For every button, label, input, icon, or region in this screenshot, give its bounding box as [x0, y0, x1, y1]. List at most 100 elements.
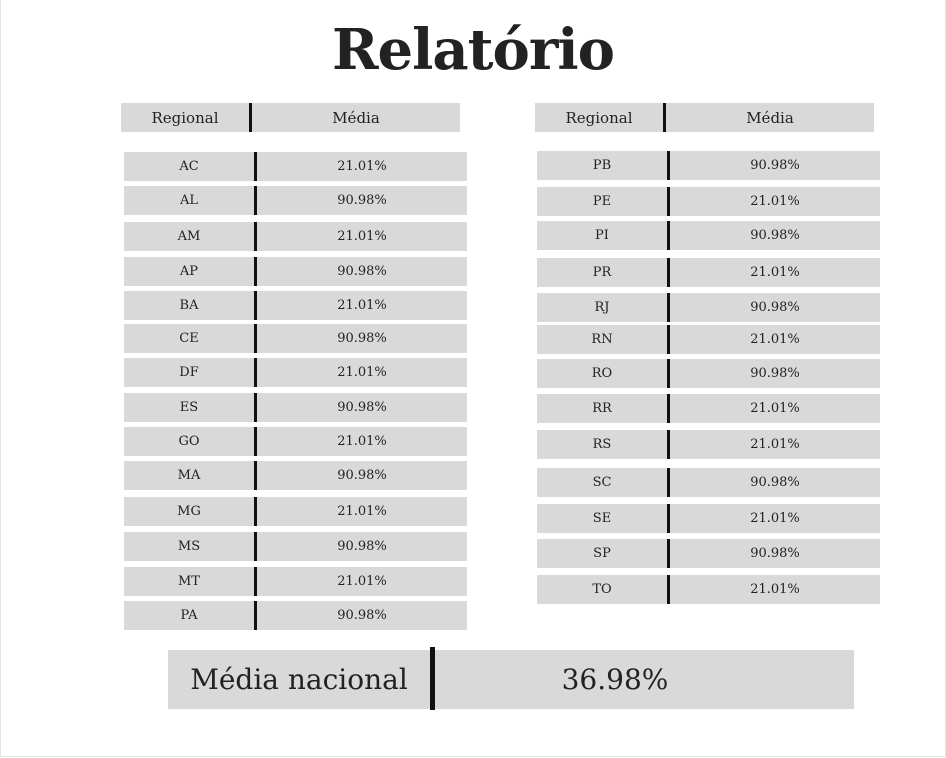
column-divider: [254, 393, 257, 422]
regional-cell: CE: [179, 331, 199, 346]
regional-cell: RR: [592, 401, 612, 416]
left-table-row: MT 21.01%: [124, 567, 467, 596]
right-table-row: TO 21.01%: [537, 575, 880, 604]
left-table-row: MA 90.98%: [124, 461, 467, 490]
left-header-media: Média: [332, 108, 380, 127]
media-cell: 90.98%: [750, 475, 800, 490]
regional-cell: PB: [592, 158, 612, 173]
column-divider: [667, 430, 670, 459]
media-cell: 21.01%: [337, 159, 387, 174]
media-cell: 21.01%: [337, 365, 387, 380]
media-cell: 90.98%: [750, 158, 800, 173]
left-table-row: AC 21.01%: [124, 152, 467, 181]
regional-cell: AL: [179, 193, 199, 208]
column-divider: [667, 504, 670, 533]
column-divider: [667, 468, 670, 497]
regional-cell: PR: [592, 265, 612, 280]
regional-cell: MA: [177, 468, 201, 483]
left-table-row: MG 21.01%: [124, 497, 467, 526]
regional-cell: RN: [591, 332, 613, 347]
media-cell: 90.98%: [337, 400, 387, 415]
regional-cell: RO: [591, 366, 613, 381]
regional-cell: SE: [592, 511, 612, 526]
regional-cell: RJ: [594, 300, 610, 315]
right-table-row: SP 90.98%: [537, 539, 880, 568]
column-divider: [667, 151, 670, 180]
national-average-bar: Média nacional 36.98%: [168, 647, 854, 710]
regional-cell: GO: [178, 434, 200, 449]
right-table-row: PB 90.98%: [537, 151, 880, 180]
national-average-label: Média nacional: [190, 663, 408, 696]
media-cell: 21.01%: [750, 265, 800, 280]
regional-cell: MG: [177, 504, 201, 519]
column-divider: [254, 567, 257, 596]
left-table-row: AL 90.98%: [124, 186, 467, 215]
regional-cell: PI: [595, 228, 609, 243]
column-divider: [667, 258, 670, 287]
media-cell: 90.98%: [750, 300, 800, 315]
column-divider: [254, 601, 257, 630]
right-table-row: SE 21.01%: [537, 504, 880, 533]
regional-cell: MS: [177, 539, 201, 554]
column-divider: [254, 186, 257, 215]
column-divider: [254, 427, 257, 456]
left-table-row: AP 90.98%: [124, 257, 467, 286]
column-divider: [667, 575, 670, 604]
right-table-row: PE 21.01%: [537, 187, 880, 216]
left-table-row: BA 21.01%: [124, 291, 467, 320]
national-average-value: 36.98%: [561, 663, 669, 696]
regional-cell: RS: [592, 437, 612, 452]
right-table-row: RN 21.01%: [537, 325, 880, 354]
media-cell: 90.98%: [337, 264, 387, 279]
column-divider: [430, 647, 435, 710]
regional-cell: ES: [179, 400, 199, 415]
column-divider: [254, 257, 257, 286]
media-cell: 90.98%: [750, 546, 800, 561]
media-cell: 90.98%: [337, 331, 387, 346]
left-table-header: Regional Média: [121, 103, 460, 132]
column-divider: [254, 532, 257, 561]
page-title: Relatório: [331, 17, 615, 83]
column-divider: [667, 221, 670, 250]
column-divider: [254, 358, 257, 387]
regional-cell: MT: [178, 574, 200, 589]
left-table-row: AM 21.01%: [124, 222, 467, 251]
media-cell: 90.98%: [337, 539, 387, 554]
media-cell: 21.01%: [750, 194, 800, 209]
left-table-row: MS 90.98%: [124, 532, 467, 561]
column-divider: [663, 103, 666, 132]
regional-cell: PA: [180, 608, 198, 623]
right-table-row: PI 90.98%: [537, 221, 880, 250]
regional-cell: SC: [592, 475, 612, 490]
column-divider: [254, 497, 257, 526]
right-table-row: PR 21.01%: [537, 258, 880, 287]
media-cell: 90.98%: [337, 468, 387, 483]
media-cell: 90.98%: [750, 228, 800, 243]
regional-cell: TO: [592, 582, 612, 597]
left-table-row: ES 90.98%: [124, 393, 467, 422]
column-divider: [254, 291, 257, 320]
regional-cell: PE: [592, 194, 612, 209]
media-cell: 21.01%: [750, 582, 800, 597]
media-cell: 90.98%: [337, 608, 387, 623]
column-divider: [254, 222, 257, 251]
media-cell: 21.01%: [750, 437, 800, 452]
right-table-header: Regional Média: [535, 103, 874, 132]
column-divider: [254, 461, 257, 490]
column-divider: [667, 394, 670, 423]
right-header-media: Média: [746, 108, 794, 127]
media-cell: 21.01%: [337, 229, 387, 244]
media-cell: 21.01%: [337, 504, 387, 519]
column-divider: [249, 103, 252, 132]
left-table-row: DF 21.01%: [124, 358, 467, 387]
column-divider: [667, 187, 670, 216]
media-cell: 21.01%: [337, 574, 387, 589]
right-table-row: RO 90.98%: [537, 359, 880, 388]
regional-cell: DF: [179, 365, 199, 380]
column-divider: [667, 539, 670, 568]
right-table-row: RJ 90.98%: [537, 293, 880, 322]
media-cell: 21.01%: [337, 434, 387, 449]
media-cell: 90.98%: [337, 193, 387, 208]
left-table-row: CE 90.98%: [124, 324, 467, 353]
left-header-regional: Regional: [151, 108, 219, 127]
